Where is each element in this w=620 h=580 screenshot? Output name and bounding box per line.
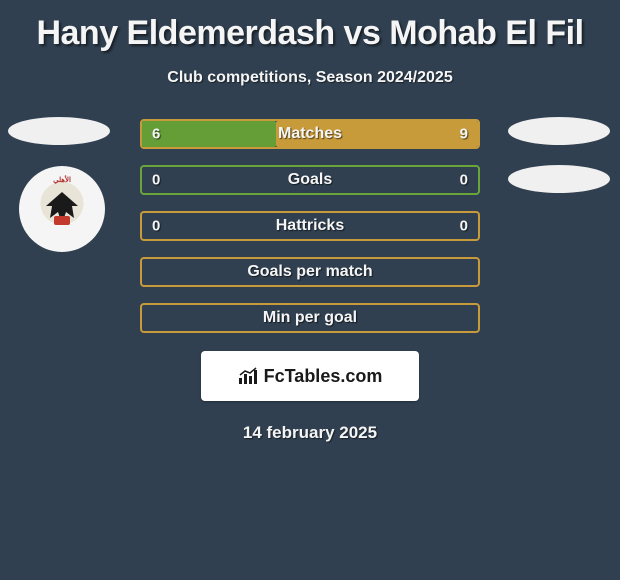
stat-bar-min-per-goal: Min per goal bbox=[140, 303, 480, 333]
bar-label: Min per goal bbox=[142, 309, 478, 327]
bar-value-right: 0 bbox=[460, 172, 468, 189]
bar-value-right: 9 bbox=[460, 126, 468, 143]
stat-bars: Matches69Goals00Hattricks00Goals per mat… bbox=[140, 119, 480, 333]
player-right-placeholder bbox=[508, 117, 610, 145]
bar-value-left: 0 bbox=[152, 172, 160, 189]
crest-top-text: الأهلي bbox=[53, 176, 71, 184]
bar-value-left: 6 bbox=[152, 126, 160, 143]
chart-icon bbox=[238, 366, 260, 386]
page-title: Hany Eldemerdash vs Mohab El Fil bbox=[0, 0, 620, 53]
date-label: 14 february 2025 bbox=[0, 423, 620, 443]
eagle-icon bbox=[40, 188, 84, 228]
club-right-placeholder bbox=[508, 165, 610, 193]
bar-value-right: 0 bbox=[460, 218, 468, 235]
stat-bar-matches: Matches6 9 bbox=[140, 119, 480, 149]
bar-label: Goals per match bbox=[142, 263, 478, 281]
branding-badge: FcTables.com bbox=[201, 351, 419, 401]
bar-label: Hattricks bbox=[142, 217, 478, 235]
stat-bar-goals-per-match: Goals per match bbox=[140, 257, 480, 287]
stat-bar-hattricks: Hattricks0 0 bbox=[140, 211, 480, 241]
comparison-area: الأهلي Matches69Goals00Hattricks00Goals … bbox=[0, 119, 620, 443]
bar-value-left: 0 bbox=[152, 218, 160, 235]
stat-bar-goals: Goals0 0 bbox=[140, 165, 480, 195]
bar-label: Goals bbox=[142, 171, 478, 189]
bar-label: Matches bbox=[142, 125, 478, 143]
player-left-placeholder bbox=[8, 117, 110, 145]
page-subtitle: Club competitions, Season 2024/2025 bbox=[0, 69, 620, 87]
branding-label: FcTables.com bbox=[264, 366, 383, 387]
club-left-crest: الأهلي bbox=[19, 166, 105, 252]
